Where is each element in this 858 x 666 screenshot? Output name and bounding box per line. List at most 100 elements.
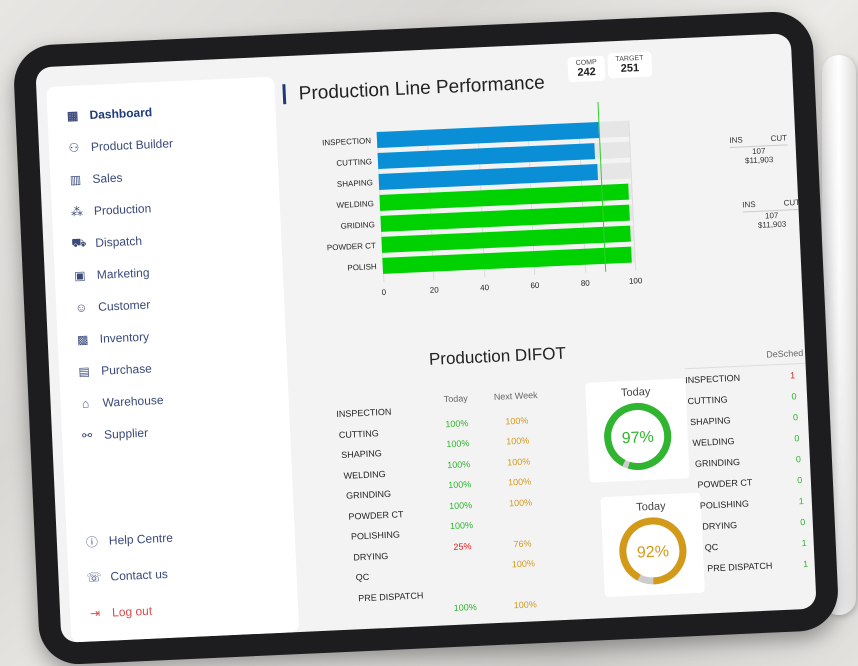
difot-next-week-column: Next Week 100% 100% 100% 100% 100% 76% 100% 100%… xyxy=(486,390,557,642)
difot-value: 100% xyxy=(447,458,471,470)
target-value: 251 xyxy=(620,62,640,75)
difot-value: 100% xyxy=(513,599,537,611)
schedule-desched-count: 1 xyxy=(801,537,807,548)
difot-column-header: Today xyxy=(443,393,469,405)
sidebar-item-label: Dashboard xyxy=(89,105,153,123)
sidebar-item-label: Production xyxy=(93,201,152,218)
gauge-ring: 92% xyxy=(619,517,687,585)
schedule-percent: 100% xyxy=(809,430,817,442)
mini-value-amount: $11,903 xyxy=(744,155,774,166)
gauge-card: Today 92% xyxy=(600,492,705,598)
difot-value: 25% xyxy=(453,540,472,552)
schedule-header-desched: DeSched xyxy=(766,347,804,360)
schedule-percent: 100% xyxy=(811,472,816,484)
bar-category-label: WELDING xyxy=(336,199,375,210)
schedule-desched-count: 1 xyxy=(789,369,796,381)
schedule-percent: 100% xyxy=(813,493,817,505)
schedule-desched-count: 0 xyxy=(797,474,803,485)
bar-category-label: INSPECTION xyxy=(321,136,372,148)
difot-row-labels: INSPECTION CUTTING SHAPING WELDING GRINDING P… xyxy=(336,406,424,614)
schedule-desched-count: 0 xyxy=(794,432,800,443)
schedule-desched-count: 0 xyxy=(792,411,799,422)
schedule-row-name: GRINDING xyxy=(694,456,741,469)
gauge-value: 97% xyxy=(621,429,654,447)
dashboard-icon: ▦ xyxy=(66,108,79,124)
difot-value: 100% xyxy=(454,622,478,634)
schedule-row-name: DRYING xyxy=(702,519,738,532)
title-accent xyxy=(282,84,287,105)
difot-today-column: Today 100% 100% 100% 100% 100% 100% 25% 100% 100% xyxy=(426,392,497,642)
difot-value: 100% xyxy=(505,414,529,426)
performance-chart: 0 20 40 60 80 100 INSPECTION CUTTING SHAPING WELD… xyxy=(309,101,646,305)
bar-category-label: CUTTING xyxy=(336,157,373,168)
sidebar-item-label: Dispatch xyxy=(95,233,143,250)
screen: ▦ Dashboard ⚇ Product Builder ▥ Sales ⁂ Product… xyxy=(35,33,817,643)
schedule-row-name: POWDER CT xyxy=(697,476,753,490)
mini-header-cut: CUT xyxy=(770,133,788,144)
difot-row-label: PRE DISPATCH xyxy=(357,589,424,603)
difot-value: 100% xyxy=(507,476,532,488)
product-builder-icon: ⚇ xyxy=(68,140,80,156)
difot-value: 100% xyxy=(511,558,536,570)
warehouse-icon: ⌂ xyxy=(81,396,90,411)
customer-icon: ☺ xyxy=(74,300,88,315)
sidebar-item-label: Customer xyxy=(97,297,151,314)
sidebar-item-label: Marketing xyxy=(96,265,150,282)
gauge-ring: 97% xyxy=(604,402,672,470)
schedule-percent: 0% xyxy=(815,535,816,547)
schedule-row-name: WELDING xyxy=(692,435,735,448)
page-title: Production Line Performance xyxy=(298,72,546,105)
difot-value: 100% xyxy=(506,435,530,447)
difot-value: 100% xyxy=(449,520,474,532)
truck-icon: ⛟ xyxy=(71,235,87,250)
sales-icon: ▥ xyxy=(69,172,82,187)
schedule-row-name: POLISHING xyxy=(699,498,750,511)
difot-title: Production DIFOT xyxy=(428,343,567,369)
comp-value: 242 xyxy=(577,66,597,79)
schedule-header-spacer xyxy=(684,355,766,359)
difot-value: 100% xyxy=(446,438,470,450)
chat-icon: ☏ xyxy=(86,569,102,585)
sidebar-bottom-label: Help Centre xyxy=(108,530,174,548)
sidebar-item-label: Supplier xyxy=(103,425,149,442)
x-tick-label: 100 xyxy=(628,276,643,286)
purchase-icon: ▤ xyxy=(78,364,91,379)
schedule-desched-count: 0 xyxy=(795,453,802,464)
sidebar-item-label: Product Builder xyxy=(90,136,174,154)
tablet-device: ▦ Dashboard ⚇ Product Builder ▥ Sales ⁂ Product… xyxy=(12,10,840,666)
sidebar-item-label: Warehouse xyxy=(102,392,164,410)
bar-category-label: SHAPING xyxy=(336,178,374,189)
mini-summary-table: INS CUT 107 $11,903 xyxy=(729,133,788,166)
difot-value: 76% xyxy=(513,537,532,549)
bar-category-label: POWDER CT xyxy=(326,241,376,253)
supplier-icon: ⚯ xyxy=(81,428,93,443)
difot-value: 100% xyxy=(453,601,477,614)
help-icon: ⓘ xyxy=(85,534,99,550)
difot-value xyxy=(494,578,555,601)
difot-value xyxy=(491,517,552,540)
schedule-percent: 100% xyxy=(805,368,817,380)
difot-value: 100% xyxy=(506,455,531,467)
difot-value: 100% xyxy=(445,417,469,429)
x-tick-label: 20 xyxy=(429,285,439,295)
sidebar-bottom-label: Log out xyxy=(111,603,153,620)
inventory-icon: ▩ xyxy=(76,332,89,347)
difot-value xyxy=(433,560,494,583)
difot-value: 100% xyxy=(508,496,533,508)
difot-value: 100% xyxy=(448,499,473,511)
schedule-desched-count: 1 xyxy=(798,495,804,506)
sidebar: ▦ Dashboard ⚇ Product Builder ▥ Sales ⁂ Product… xyxy=(46,76,300,643)
difot-value xyxy=(434,581,495,604)
schedule-percent: 100% xyxy=(807,409,816,421)
schedule-row-name: INSPECTION xyxy=(684,372,741,385)
schedule-percent: 0% xyxy=(810,451,817,463)
gauge-card: Today 97% xyxy=(585,378,690,483)
production-icon: ⁂ xyxy=(70,204,84,219)
gauge-value: 92% xyxy=(637,543,670,561)
mini-header-cut: CUT xyxy=(783,197,801,208)
schedule-desched-count: 0 xyxy=(799,516,806,527)
schedule-percent: 0% xyxy=(814,514,817,526)
comp-kpi: COMP 242 xyxy=(567,55,606,83)
marketing-icon: ▣ xyxy=(73,268,86,283)
sidebar-item-label: Inventory xyxy=(99,329,150,346)
